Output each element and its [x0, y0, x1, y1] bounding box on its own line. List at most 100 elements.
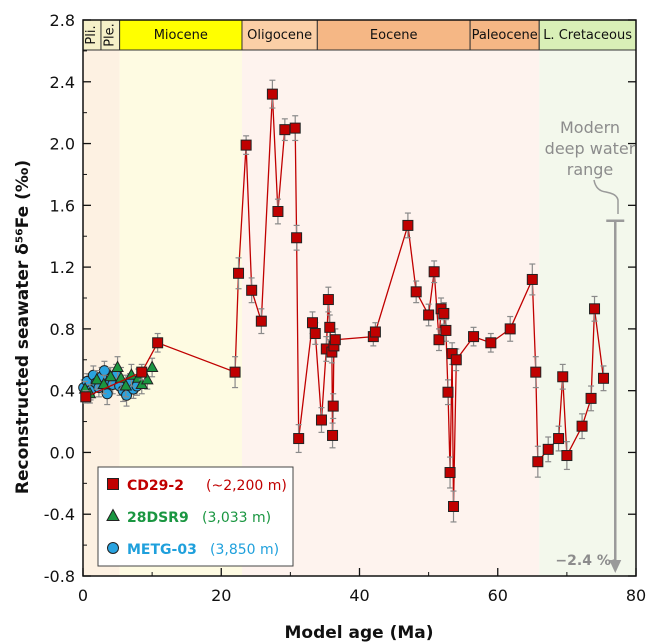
x-tick-label-0: 0 — [78, 586, 88, 605]
data-point-0-36 — [444, 467, 456, 479]
data-point-1-8 — [125, 368, 138, 380]
background-bands — [83, 50, 636, 576]
data-point-0-24 — [329, 334, 341, 346]
y-axis-title: Reconstructed seawater δ⁵⁶Fe (‰) — [13, 160, 33, 494]
data-point-0-7 — [255, 315, 267, 327]
epoch-label-4: Eocene — [370, 28, 418, 43]
modern-range-annotation: Modern deep water range −2.4 ‰ — [545, 118, 636, 573]
data-point-0-1 — [136, 366, 148, 378]
x-tick-label-3: 60 — [488, 586, 508, 605]
data-point-0-44 — [530, 366, 542, 378]
data-point-0-9 — [272, 206, 284, 218]
data-point-0-31 — [433, 334, 445, 346]
data-point-0-3 — [229, 366, 241, 378]
legend-marker-2 — [107, 542, 119, 554]
data-point-1-11 — [140, 372, 154, 385]
data-point-0-53 — [598, 372, 610, 384]
y-tick-label-2: 0.0 — [50, 443, 75, 462]
data-point-0-5 — [240, 139, 252, 151]
data-point-0-46 — [542, 443, 554, 455]
data-point-0-12 — [291, 232, 303, 244]
legend-depth-metg03: (3,850 m) — [210, 542, 279, 558]
legend-marker-0 — [107, 478, 119, 490]
data-point-1-2 — [90, 372, 104, 385]
data-point-0-13 — [293, 433, 305, 445]
data-point-1-5 — [111, 360, 124, 372]
epoch-label-6: L. Cretaceous — [543, 28, 632, 43]
data-point-0-28 — [410, 286, 422, 298]
data-point-0-4 — [233, 267, 245, 279]
data-point-0-22 — [327, 400, 339, 412]
y-tick-label-3: 0.4 — [50, 382, 75, 401]
data-point-0-18 — [322, 294, 334, 306]
data-point-0-35 — [442, 386, 454, 398]
data-point-0-42 — [504, 323, 516, 335]
x-tick-label-2: 40 — [349, 586, 369, 605]
data-point-0-30 — [428, 266, 440, 278]
data-point-0-34 — [440, 324, 452, 336]
data-point-0-19 — [324, 321, 336, 333]
data-point-0-48 — [557, 371, 569, 383]
annotation-leader — [593, 179, 619, 214]
annotation-line-3: range — [567, 160, 614, 179]
epoch-bar: Pli. Ple. Miocene Oligocene Eocene Paleocene L… — [82, 19, 637, 51]
data-point-0-10 — [279, 124, 291, 136]
y-tick-label-9: 2.8 — [50, 11, 75, 30]
epoch-label-2: Miocene — [154, 28, 208, 43]
legend-box — [97, 466, 294, 567]
data-point-0-40 — [468, 331, 480, 343]
legend-label-28dsr9: 28DSR9 — [127, 510, 189, 526]
data-point-0-39 — [450, 354, 462, 366]
data-point-1-12 — [145, 360, 159, 372]
epoch-label-5: Paleocene — [472, 28, 538, 43]
y-tick-label-6: 1.6 — [50, 196, 75, 215]
legend-depth-cd29: (~2,200 m) — [206, 478, 287, 494]
epoch-label-0: Pli. — [84, 25, 99, 44]
data-point-1-4 — [104, 369, 117, 382]
data-point-0-0 — [80, 391, 92, 403]
data-point-0-41 — [485, 337, 497, 349]
data-point-0-16 — [315, 414, 327, 426]
y-tick-label-0: -0.8 — [44, 567, 75, 586]
data-point-0-29 — [423, 309, 435, 321]
data-point-0-52 — [589, 303, 601, 315]
epoch-label-3: Oligocene — [247, 28, 312, 43]
legend-label-metg03: METG-03 — [127, 542, 197, 558]
x-tick-label-1: 20 — [211, 586, 231, 605]
legend-label-cd29: CD29-2 — [127, 478, 184, 494]
data-point-0-21 — [327, 429, 339, 441]
annotation-line-2: deep water — [545, 139, 636, 158]
series-CD29-2 — [80, 79, 610, 523]
data-point-0-50 — [576, 420, 588, 432]
legend: CD29-2 (~2,200 m) 28DSR9 (3,033 m) METG-… — [97, 466, 294, 567]
data-point-0-38 — [448, 501, 460, 512]
epoch-label-1: Ple. — [102, 23, 117, 47]
data-series — [78, 79, 610, 523]
data-point-0-2 — [152, 337, 164, 349]
y-tick-label-4: 0.8 — [50, 320, 75, 339]
data-point-0-15 — [309, 328, 321, 340]
axes: 0 20 40 60 80 -0.8 -0.4 0.0 0.4 0.8 1.2 1.6 2.0 2.4 2.… — [44, 11, 646, 605]
background-band-3 — [539, 50, 636, 576]
data-point-0-14 — [306, 317, 318, 329]
y-tick-label-8: 2.4 — [50, 73, 75, 92]
x-axis-title: Model age (Ma) — [284, 623, 433, 643]
data-point-0-49 — [561, 450, 573, 462]
data-point-0-11 — [289, 122, 301, 134]
data-point-0-47 — [553, 433, 565, 445]
x-tick-label-4: 80 — [626, 586, 646, 605]
range-arrowhead — [609, 560, 622, 573]
y-tick-label-7: 2.0 — [50, 135, 75, 154]
data-point-0-51 — [585, 392, 597, 404]
data-point-0-8 — [266, 88, 278, 100]
data-point-0-33 — [438, 307, 450, 319]
data-point-0-27 — [402, 219, 414, 231]
data-point-0-6 — [246, 284, 258, 296]
y-tick-label-5: 1.2 — [50, 258, 75, 277]
data-point-0-45 — [532, 456, 544, 468]
data-point-0-26 — [369, 326, 381, 338]
legend-marker-1 — [106, 508, 120, 521]
legend-depth-28dsr9: (3,033 m) — [202, 510, 271, 526]
annotation-range-bottom: −2.4 ‰ — [555, 553, 617, 569]
